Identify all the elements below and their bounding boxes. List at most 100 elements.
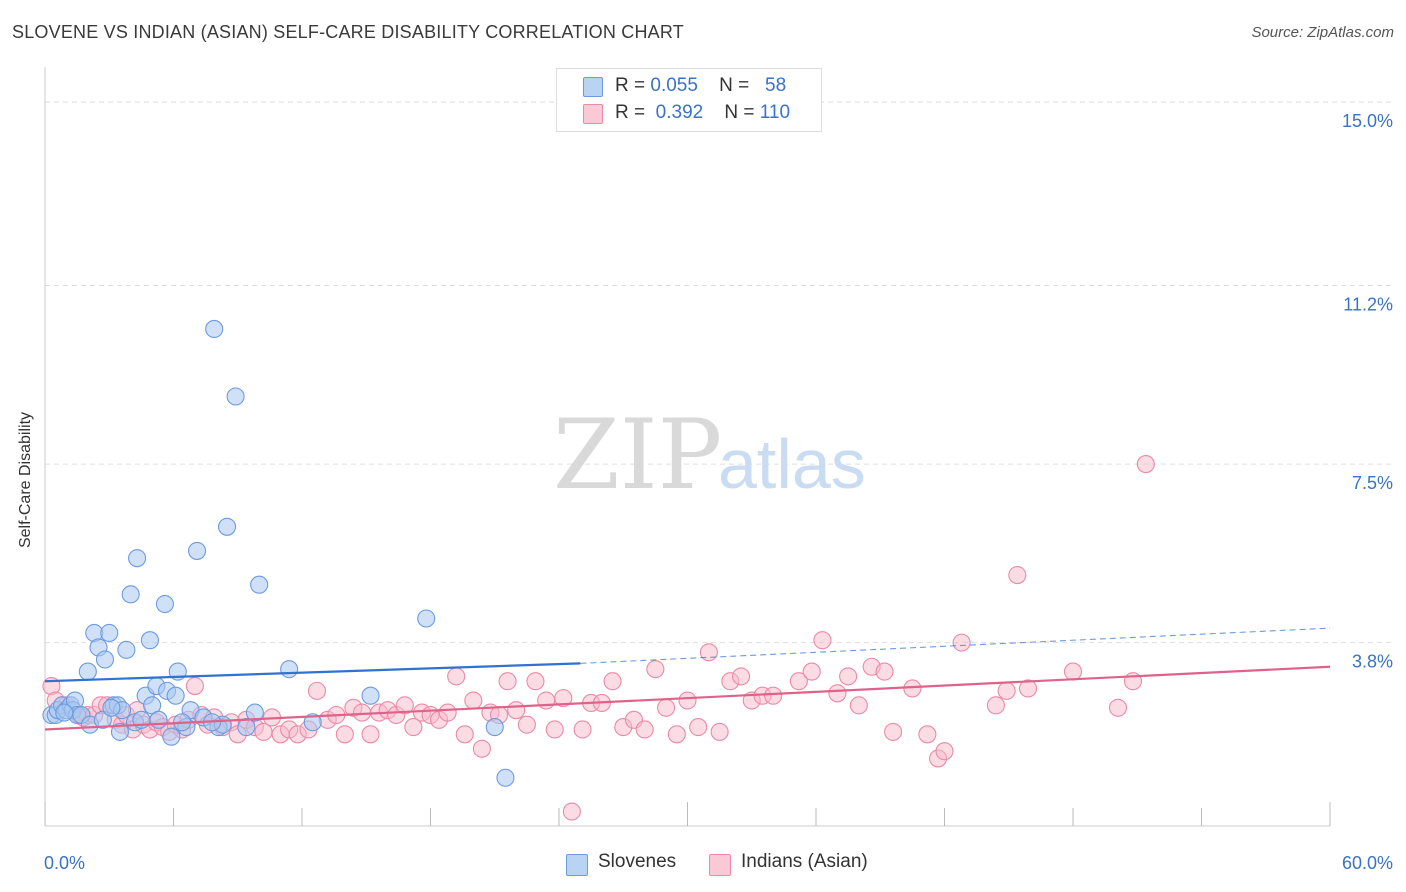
indian-point — [447, 667, 466, 686]
indian-point — [1136, 455, 1155, 474]
slovene-point — [417, 609, 436, 628]
indian-point — [657, 698, 676, 717]
y-tick-label: 15.0% — [1342, 111, 1393, 131]
legend-text-indians: R = 0.392 N = 110 — [615, 102, 790, 124]
chart-title: SLOVENE VS INDIAN (ASIAN) SELF-CARE DISA… — [12, 22, 684, 42]
indian-point — [952, 633, 971, 652]
indian-point — [802, 662, 821, 681]
slovene-point — [149, 710, 168, 729]
indian-point — [710, 722, 729, 741]
legend-r-value-slovenes: 0.055 — [650, 75, 698, 96]
indian-point — [635, 720, 654, 739]
slovene-point — [162, 727, 181, 746]
legend-swatch-indians — [583, 104, 603, 124]
indian-point — [764, 686, 783, 705]
legend-n-label: N = — [719, 75, 750, 96]
indian-point — [731, 667, 751, 686]
indian-point — [828, 684, 847, 703]
indian-point — [545, 720, 564, 739]
legend-r-label: R = — [615, 75, 646, 96]
indian-point — [1063, 662, 1083, 681]
legend-r-label: R = — [615, 102, 646, 123]
slovene-point — [250, 575, 269, 594]
legend-n-value-slovenes: 58 — [765, 75, 787, 96]
slovene-point — [303, 713, 322, 732]
slovene-point — [95, 650, 115, 669]
y-tick-label: 7.5% — [1352, 473, 1393, 493]
correlation-legend: R = 0.055 N = 58 R = 0.392 N = 110 — [556, 68, 822, 132]
legend-text-slovenes: R = 0.055 N = 58 — [615, 75, 786, 97]
bottom-legend-label-indians: Indians (Asian) — [741, 851, 868, 872]
slovene-point — [121, 585, 140, 604]
watermark-atlas: atlas — [718, 425, 866, 503]
bottom-legend-label-slovenes: Slovenes — [598, 851, 677, 872]
indian-point — [526, 672, 545, 691]
slovene-point — [140, 631, 159, 650]
bottom-legend-swatch-indians — [709, 854, 731, 876]
axis-layer — [44, 67, 1331, 827]
indian-point — [335, 725, 354, 744]
slovene-point — [361, 686, 380, 705]
slovene-point — [245, 703, 264, 722]
indian-point — [395, 696, 414, 715]
indian-point — [438, 703, 457, 722]
chart-source: Source: ZipAtlas.com — [1251, 24, 1394, 41]
x-tick-label: 0.0% — [44, 853, 85, 873]
indian-point — [689, 718, 708, 737]
slovene-point — [226, 387, 245, 406]
slovene-trend-line — [44, 662, 581, 683]
slovene-point — [496, 768, 515, 787]
indian-point — [1008, 566, 1027, 585]
indian-point — [935, 742, 954, 761]
indian-point — [789, 672, 808, 691]
indian-point — [464, 691, 483, 710]
x-tick-label: 60.0% — [1342, 853, 1393, 873]
indian-point — [307, 681, 327, 700]
slovene-point — [188, 541, 207, 560]
slovene-point — [100, 623, 119, 643]
legend-n-label: N = — [724, 102, 755, 123]
trend-layer — [44, 627, 1331, 731]
grid-layer — [45, 101, 1392, 644]
tick-labels: 3.8% 7.5% 11.2% 15.0% 0.0% 60.0% — [44, 111, 1393, 873]
indian-point — [849, 696, 868, 715]
slovene-point — [205, 319, 224, 338]
watermark: ZIP atlas — [553, 399, 866, 511]
indian-trend-line — [44, 665, 1331, 731]
legend-n-value-indians: 110 — [759, 102, 791, 123]
indian-point — [507, 701, 526, 720]
indian-point — [517, 715, 536, 734]
indian-point — [884, 722, 903, 741]
indian-point — [185, 677, 204, 696]
slovene-point — [128, 549, 147, 568]
indian-point — [404, 718, 423, 737]
y-tick-label: 3.8% — [1352, 652, 1393, 672]
indian-point — [537, 691, 556, 710]
legend-swatch-slovenes — [583, 77, 603, 97]
indian-point — [699, 643, 718, 662]
slovene-point — [110, 722, 130, 741]
slovene-trend-extension — [580, 627, 1331, 664]
slovene-point — [117, 640, 136, 659]
legend-r-value-indians: 0.392 — [655, 102, 704, 123]
indian-point — [813, 631, 832, 650]
slovene-point — [102, 698, 121, 717]
watermark-zip: ZIP — [553, 399, 722, 511]
indian-point — [875, 662, 894, 681]
slovene-point — [217, 517, 237, 536]
indian-point — [1108, 698, 1128, 717]
indian-point — [997, 681, 1016, 700]
slovene-point — [166, 686, 185, 705]
indian-point — [918, 725, 937, 744]
indian-point — [573, 720, 592, 739]
indian-point — [361, 725, 380, 744]
indian-point — [554, 689, 573, 708]
slovene-point — [485, 718, 504, 737]
indian-point — [352, 703, 372, 722]
indian-point — [562, 802, 581, 821]
slovene-point — [155, 594, 174, 614]
slovene-point — [78, 662, 97, 681]
slovene-point — [280, 660, 299, 679]
y-tick-label: 11.2% — [1343, 295, 1393, 315]
